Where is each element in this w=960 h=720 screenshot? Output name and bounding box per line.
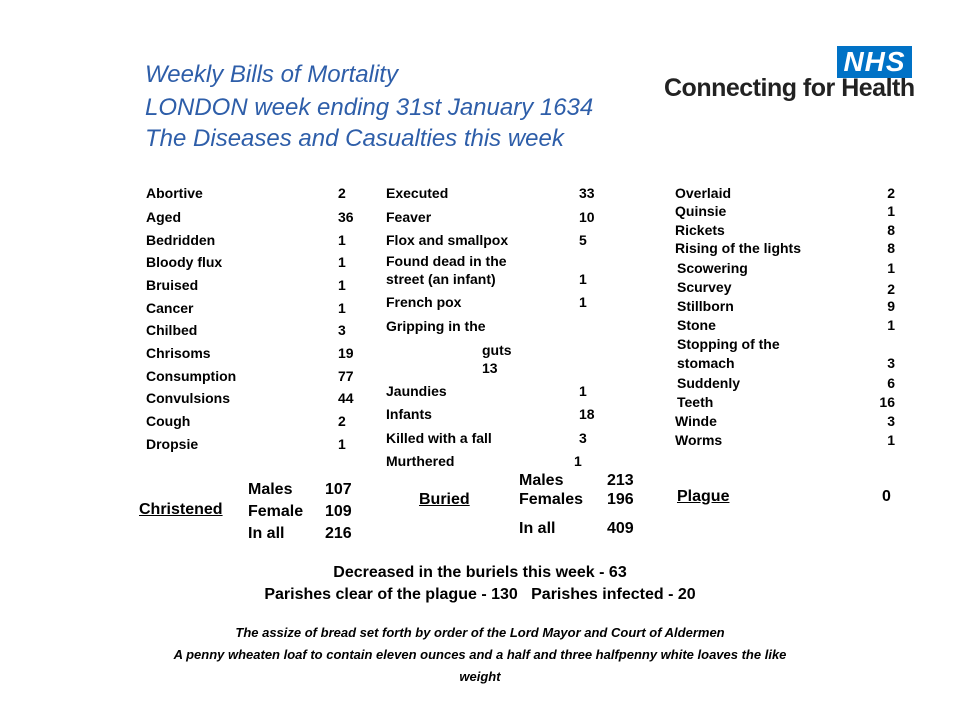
christened-female-label: Female bbox=[248, 503, 304, 520]
disease-count: 2 bbox=[338, 185, 346, 201]
disease-name: Executed bbox=[386, 185, 449, 201]
buried-females-count: 196 bbox=[607, 491, 634, 508]
disease-count: 44 bbox=[338, 390, 354, 406]
disease-name: Stillborn bbox=[677, 298, 734, 314]
disease-count: 3 bbox=[579, 430, 587, 446]
disease-name: Winde bbox=[675, 413, 717, 429]
buried-males-label: Males bbox=[519, 472, 564, 489]
disease-name-line-1: Gripping in the bbox=[386, 318, 486, 334]
christened-males-label: Males bbox=[248, 481, 293, 498]
christened-males-count: 107 bbox=[325, 481, 352, 498]
disease-name: Chilbed bbox=[146, 322, 198, 338]
assize-line-2: A penny wheaten loaf to contain eleven o… bbox=[173, 647, 787, 662]
disease-name: Murthered bbox=[386, 453, 455, 469]
disease-name: Feaver bbox=[386, 209, 432, 225]
disease-name: Bedridden bbox=[146, 232, 216, 248]
disease-count: 1 bbox=[338, 232, 346, 248]
disease-name: Convulsions bbox=[146, 390, 231, 406]
disease-count: 18 bbox=[579, 406, 595, 422]
disease-count: 8 bbox=[887, 240, 895, 256]
disease-name: Worms bbox=[675, 432, 723, 448]
disease-name-line-2: guts bbox=[482, 342, 512, 358]
nhs-logo-mark: NHS bbox=[837, 46, 912, 78]
disease-count: 13 bbox=[482, 360, 498, 376]
disease-count: 2 bbox=[887, 281, 895, 297]
disease-name: Overlaid bbox=[675, 185, 732, 201]
decreased-burials-line: Decreased in the buriels this week - 63 bbox=[333, 564, 627, 581]
disease-count: 1 bbox=[338, 436, 346, 452]
disease-count: 1 bbox=[338, 277, 346, 293]
disease-name: Flox and smallpox bbox=[386, 232, 509, 248]
disease-count: 1 bbox=[887, 260, 895, 276]
title-line-1: Weekly Bills of Mortality bbox=[145, 61, 398, 88]
buried-label: Buried bbox=[419, 491, 470, 508]
disease-count: 19 bbox=[338, 345, 354, 361]
disease-count: 5 bbox=[579, 232, 587, 248]
disease-name: Scurvey bbox=[677, 279, 732, 295]
disease-count: 1 bbox=[579, 271, 587, 287]
disease-name: Cancer bbox=[146, 300, 194, 316]
disease-name: Bloody flux bbox=[146, 254, 223, 270]
disease-name: French pox bbox=[386, 294, 462, 310]
buried-females-label: Females bbox=[519, 491, 584, 508]
disease-count: 2 bbox=[887, 185, 895, 201]
disease-name: Dropsie bbox=[146, 436, 199, 452]
assize-line-1: The assize of bread set forth by order o… bbox=[235, 625, 725, 640]
disease-name: Abortive bbox=[146, 185, 203, 201]
title-line-3: The Diseases and Casualties this week bbox=[145, 125, 564, 152]
disease-count: 1 bbox=[574, 453, 582, 469]
christened-inall-label: In all bbox=[248, 525, 285, 542]
disease-name: Jaundies bbox=[386, 383, 447, 399]
plague-label: Plague bbox=[677, 488, 730, 505]
disease-name-line-1: Found dead in the bbox=[386, 253, 507, 269]
disease-name: Rickets bbox=[675, 222, 725, 238]
disease-count: 2 bbox=[338, 413, 346, 429]
disease-name: Quinsie bbox=[675, 203, 727, 219]
disease-name-line-2: street (an infant) bbox=[386, 271, 496, 287]
disease-name: Consumption bbox=[146, 368, 237, 384]
disease-count: 33 bbox=[579, 185, 595, 201]
disease-name: Infants bbox=[386, 406, 432, 422]
disease-count: 1 bbox=[338, 254, 346, 270]
disease-name: Teeth bbox=[677, 394, 714, 410]
disease-name: Scowering bbox=[677, 260, 748, 276]
disease-count: 1 bbox=[338, 300, 346, 316]
disease-count: 1 bbox=[887, 432, 895, 448]
assize-line-3: weight bbox=[459, 669, 501, 684]
parishes-line: Parishes clear of the plague - 130 Paris… bbox=[264, 586, 696, 603]
disease-count: 36 bbox=[338, 209, 354, 225]
disease-name: Aged bbox=[146, 209, 181, 225]
buried-inall-count: 409 bbox=[607, 520, 634, 537]
disease-name-line-2: stomach bbox=[677, 355, 735, 371]
disease-count: 3 bbox=[887, 413, 895, 429]
disease-count: 1 bbox=[887, 203, 895, 219]
disease-count: 1 bbox=[579, 383, 587, 399]
christened-inall-count: 216 bbox=[325, 525, 352, 542]
disease-count: 3 bbox=[887, 355, 895, 371]
disease-name: Bruised bbox=[146, 277, 199, 293]
disease-name: Cough bbox=[146, 413, 191, 429]
disease-name-line-1: Stopping of the bbox=[677, 336, 780, 352]
disease-count: 77 bbox=[338, 368, 354, 384]
disease-name: Killed with a fall bbox=[386, 430, 492, 446]
disease-name: Rising of the lights bbox=[675, 240, 801, 256]
disease-count: 9 bbox=[887, 298, 895, 314]
title-line-2: LONDON week ending 31st January 1634 bbox=[145, 94, 594, 121]
buried-males-count: 213 bbox=[607, 472, 634, 489]
christened-female-count: 109 bbox=[325, 503, 352, 520]
disease-name: Stone bbox=[677, 317, 716, 333]
disease-count: 1 bbox=[887, 317, 895, 333]
buried-inall-label: In all bbox=[519, 520, 556, 537]
disease-count: 3 bbox=[338, 322, 346, 338]
disease-count: 16 bbox=[879, 394, 895, 410]
disease-name: Chrisoms bbox=[146, 345, 211, 361]
plague-count: 0 bbox=[882, 488, 891, 505]
disease-count: 1 bbox=[579, 294, 587, 310]
disease-count: 6 bbox=[887, 375, 895, 391]
disease-count: 8 bbox=[887, 222, 895, 238]
disease-name: Suddenly bbox=[677, 375, 741, 391]
christened-label: Christened bbox=[139, 501, 223, 518]
disease-count: 10 bbox=[579, 209, 595, 225]
nhs-logo-text: Connecting for Health bbox=[664, 74, 915, 102]
